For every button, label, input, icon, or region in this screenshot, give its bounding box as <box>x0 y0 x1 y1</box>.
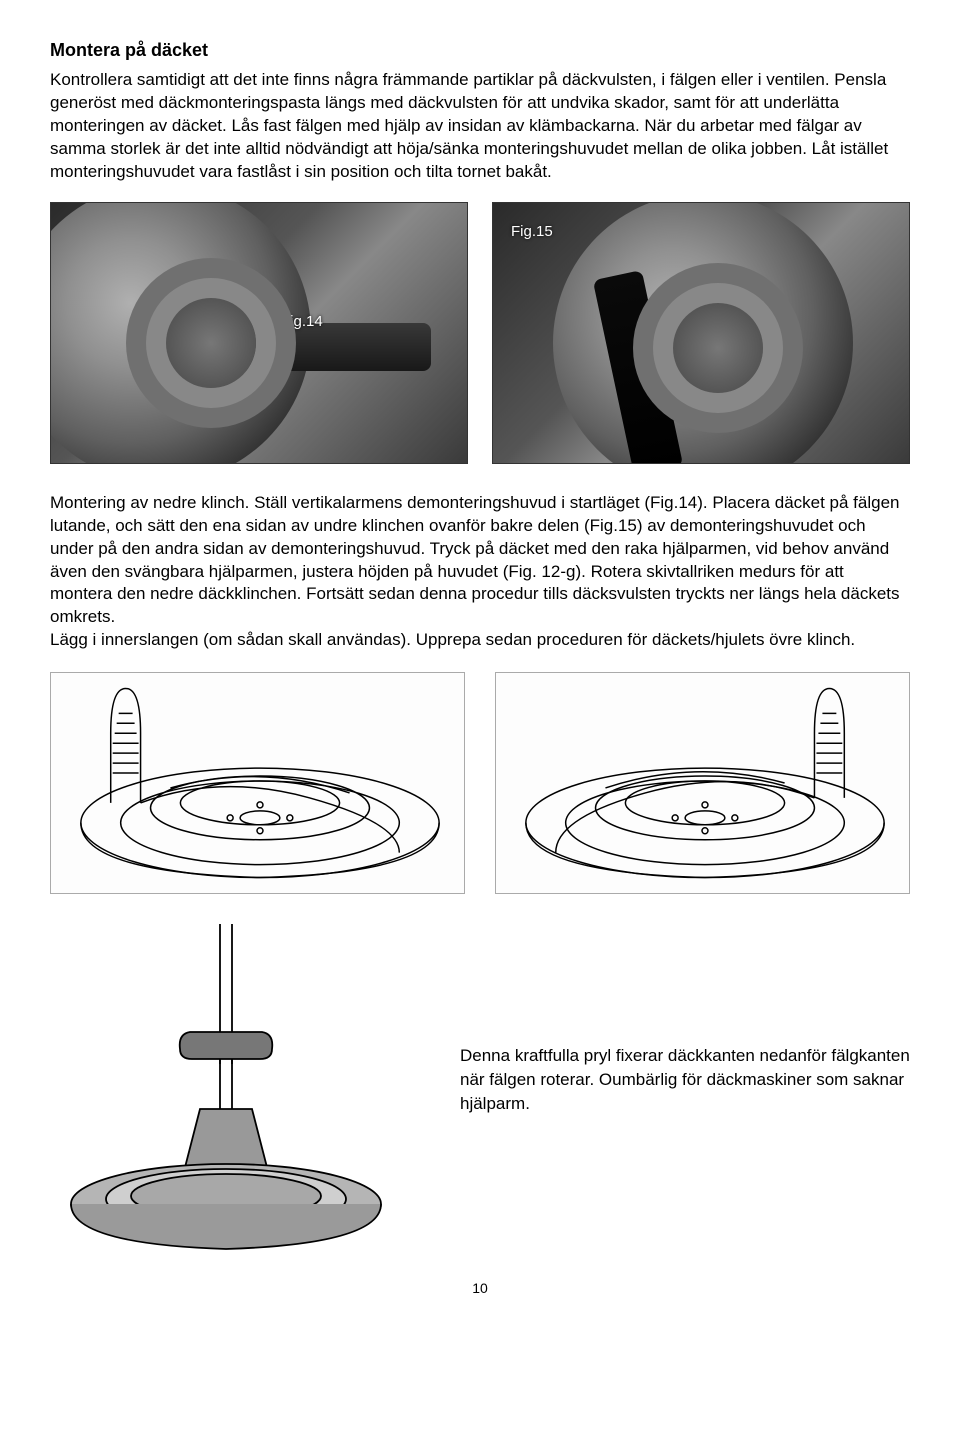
bottom-row: Denna kraftfulla pryl fixerar däckkanten… <box>50 924 910 1254</box>
line-drawing-tool <box>50 924 400 1254</box>
intro-paragraph: Kontrollera samtidigt att det inte finns… <box>50 69 910 184</box>
line-drawing-right <box>495 672 910 894</box>
photo-figure-row: Fig.14 Fig.15 <box>50 202 910 464</box>
page-heading: Montera på däcket <box>50 40 910 61</box>
photo-fig-14: Fig.14 <box>50 202 468 464</box>
mounting-paragraph: Montering av nedre klinch. Ställ vertika… <box>50 492 910 653</box>
fig15-label: Fig.15 <box>511 223 553 240</box>
line-drawing-row <box>50 672 910 894</box>
fig14-label: Fig.14 <box>281 313 323 330</box>
line-drawing-left <box>50 672 465 894</box>
bottom-caption: Denna kraftfulla pryl fixerar däckkanten… <box>460 924 910 1115</box>
photo-fig-15: Fig.15 <box>492 202 910 464</box>
page-number: 10 <box>50 1280 910 1296</box>
